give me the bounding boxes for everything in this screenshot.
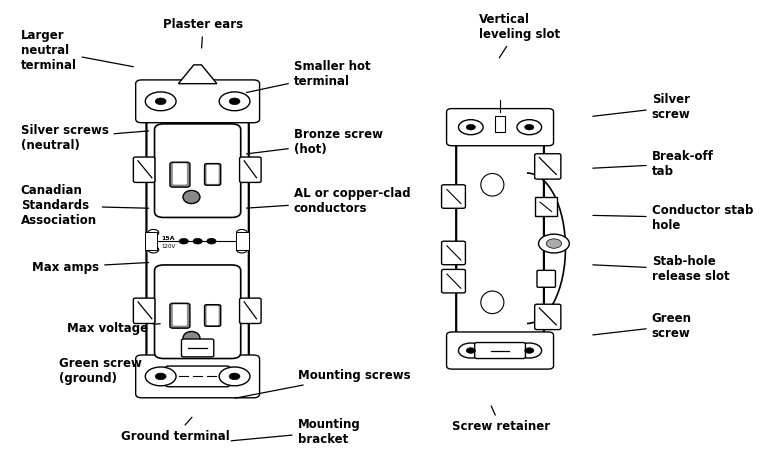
Text: Conductor stab
hole: Conductor stab hole (593, 204, 753, 232)
Circle shape (155, 373, 166, 380)
FancyBboxPatch shape (165, 366, 230, 387)
FancyBboxPatch shape (147, 110, 249, 368)
Text: Break-off
tab: Break-off tab (593, 149, 714, 178)
Ellipse shape (480, 291, 504, 314)
Ellipse shape (183, 191, 200, 203)
FancyBboxPatch shape (145, 232, 158, 250)
Circle shape (538, 234, 569, 253)
Text: Max voltage: Max voltage (67, 322, 160, 335)
FancyBboxPatch shape (495, 116, 505, 132)
Text: Smaller hot
terminal: Smaller hot terminal (246, 60, 370, 93)
FancyBboxPatch shape (475, 342, 526, 359)
FancyBboxPatch shape (154, 265, 241, 359)
FancyBboxPatch shape (207, 306, 218, 325)
Text: Plaster ears: Plaster ears (163, 18, 243, 48)
Ellipse shape (480, 174, 504, 196)
FancyBboxPatch shape (173, 305, 187, 325)
Circle shape (517, 343, 541, 358)
Circle shape (459, 120, 483, 135)
FancyBboxPatch shape (239, 157, 261, 183)
FancyBboxPatch shape (456, 134, 544, 343)
Circle shape (193, 238, 202, 244)
FancyBboxPatch shape (204, 305, 221, 326)
Text: Silver screws
(neutral): Silver screws (neutral) (20, 124, 149, 152)
FancyBboxPatch shape (447, 332, 554, 369)
FancyBboxPatch shape (133, 157, 155, 183)
Text: Max amps: Max amps (32, 261, 149, 273)
FancyBboxPatch shape (173, 164, 187, 184)
Text: Screw retainer: Screw retainer (452, 406, 550, 433)
FancyBboxPatch shape (534, 154, 561, 179)
Circle shape (145, 367, 176, 386)
FancyBboxPatch shape (441, 185, 466, 208)
FancyBboxPatch shape (236, 232, 249, 250)
FancyBboxPatch shape (447, 109, 554, 146)
Circle shape (546, 239, 562, 248)
Circle shape (155, 98, 166, 105)
Circle shape (145, 92, 176, 111)
Ellipse shape (183, 332, 200, 345)
Text: Vertical
leveling slot: Vertical leveling slot (478, 13, 559, 58)
Text: Stab-hole
release slot: Stab-hole release slot (593, 255, 729, 283)
Circle shape (236, 229, 247, 236)
Circle shape (207, 238, 216, 244)
Text: AL or copper-clad
conductors: AL or copper-clad conductors (246, 187, 410, 215)
FancyBboxPatch shape (170, 303, 190, 328)
Text: Bronze screw
(hot): Bronze screw (hot) (246, 129, 383, 157)
Circle shape (219, 367, 250, 386)
Text: 15A: 15A (161, 236, 175, 241)
FancyBboxPatch shape (133, 298, 155, 324)
FancyBboxPatch shape (136, 355, 260, 398)
Text: Green screw
(ground): Green screw (ground) (59, 357, 164, 385)
Text: 120V: 120V (161, 245, 176, 249)
Circle shape (236, 246, 247, 253)
Circle shape (148, 229, 159, 236)
Circle shape (179, 238, 189, 244)
FancyBboxPatch shape (154, 124, 241, 218)
FancyBboxPatch shape (182, 339, 214, 357)
FancyBboxPatch shape (207, 165, 218, 184)
Circle shape (466, 124, 476, 130)
Text: Mounting
bracket: Mounting bracket (231, 418, 360, 446)
Circle shape (466, 348, 476, 353)
Circle shape (229, 98, 240, 105)
Text: Canadian
Standards
Association: Canadian Standards Association (20, 184, 149, 228)
Circle shape (525, 124, 534, 130)
Text: Green
screw: Green screw (593, 312, 692, 340)
FancyBboxPatch shape (537, 271, 555, 287)
Text: Silver
screw: Silver screw (593, 93, 690, 121)
Circle shape (517, 120, 541, 135)
FancyBboxPatch shape (239, 298, 261, 324)
Text: Larger
neutral
terminal: Larger neutral terminal (20, 29, 133, 72)
Polygon shape (179, 65, 217, 84)
Circle shape (459, 343, 483, 358)
Circle shape (219, 92, 250, 111)
Circle shape (525, 348, 534, 353)
FancyBboxPatch shape (535, 197, 557, 216)
FancyBboxPatch shape (534, 304, 561, 330)
Circle shape (148, 246, 159, 253)
FancyBboxPatch shape (136, 80, 260, 123)
FancyBboxPatch shape (441, 270, 466, 293)
Text: Ground terminal: Ground terminal (121, 417, 229, 443)
Circle shape (229, 373, 240, 380)
FancyBboxPatch shape (170, 162, 190, 187)
FancyBboxPatch shape (204, 164, 221, 185)
Text: Mounting screws: Mounting screws (235, 369, 410, 398)
FancyBboxPatch shape (441, 241, 466, 265)
